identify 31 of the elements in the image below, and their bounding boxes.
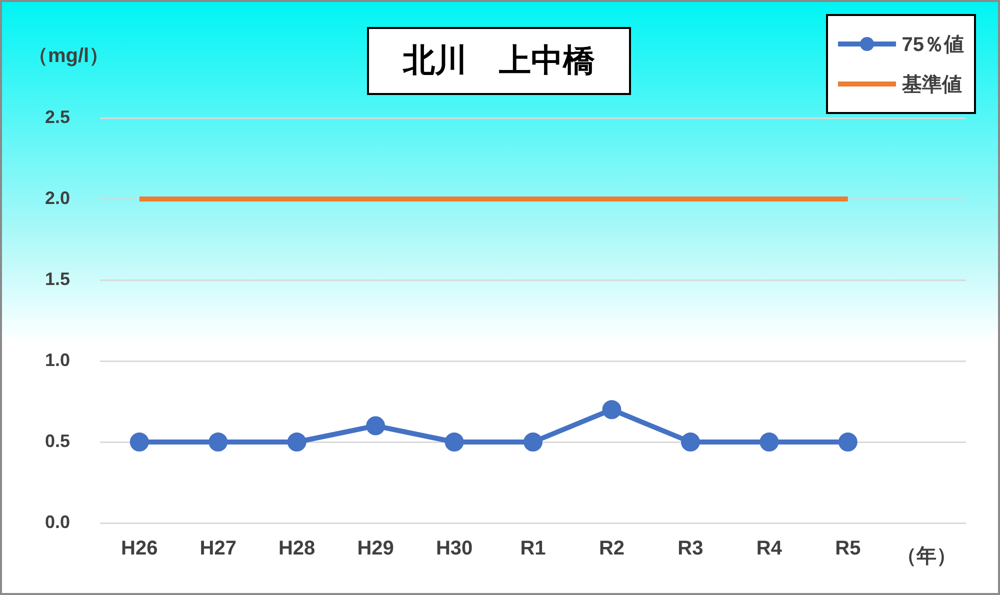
x-axis-title: （年） bbox=[896, 546, 957, 568]
point bbox=[208, 432, 228, 452]
point bbox=[838, 432, 858, 452]
x-tick-label: H26 bbox=[121, 538, 158, 560]
point bbox=[524, 432, 543, 452]
x-tick-label: R4 bbox=[756, 538, 783, 560]
x-tick-label: H30 bbox=[436, 538, 473, 560]
x-tick-label: R3 bbox=[678, 538, 704, 560]
x-tick-label: R5 bbox=[835, 538, 861, 560]
y-tick-label: 1.0 bbox=[44, 350, 70, 370]
legend-label: 75％値 bbox=[902, 32, 964, 58]
y-axis-title: （mg/l） bbox=[28, 44, 110, 69]
point bbox=[602, 400, 622, 420]
point bbox=[130, 432, 149, 452]
point bbox=[366, 416, 386, 436]
y-tick-label: 1.5 bbox=[44, 268, 70, 289]
x-tick-label: H29 bbox=[357, 538, 394, 560]
x-tick-label: H27 bbox=[200, 538, 236, 560]
chart-title: 北川 上中橋 bbox=[367, 27, 631, 95]
y-tick-label: 0.0 bbox=[44, 512, 70, 532]
x-tick-label: R2 bbox=[598, 538, 625, 560]
point bbox=[287, 432, 306, 452]
x-tick-label: R1 bbox=[520, 538, 546, 560]
x-tick-label: H28 bbox=[278, 538, 316, 560]
legend-label: 基準値 bbox=[902, 72, 962, 98]
y-tick-label: 0.5 bbox=[44, 430, 70, 451]
point bbox=[680, 432, 700, 452]
point bbox=[760, 432, 779, 452]
point bbox=[444, 432, 464, 452]
y-tick-label: 2.0 bbox=[44, 188, 70, 208]
y-tick-label: 2.5 bbox=[44, 106, 70, 127]
